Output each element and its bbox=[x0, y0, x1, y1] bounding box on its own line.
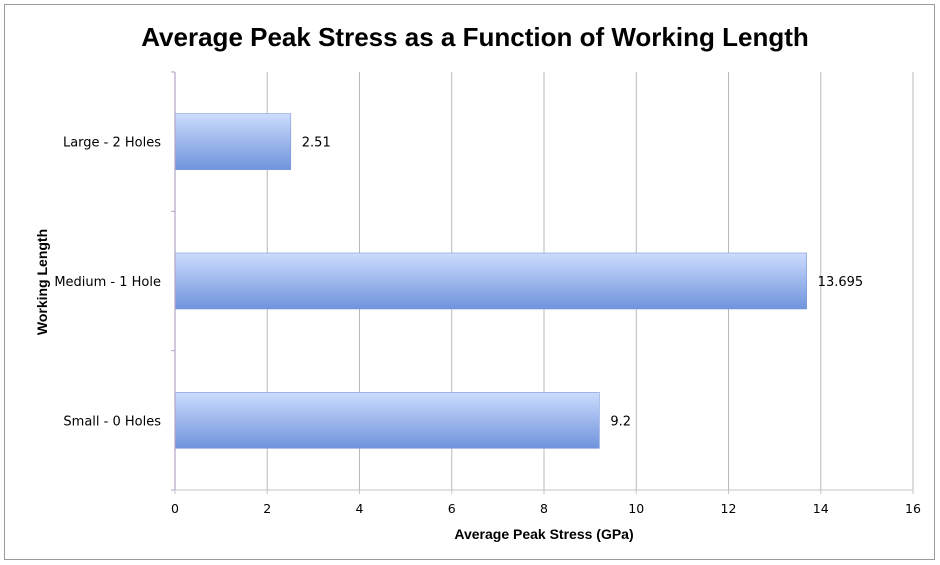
y-axis-title: Working Length bbox=[34, 229, 50, 335]
axes bbox=[171, 71, 914, 494]
bars bbox=[174, 113, 807, 449]
x-tick-label: 4 bbox=[356, 501, 364, 516]
data-label: 13.695 bbox=[818, 275, 864, 290]
x-tick-label: 10 bbox=[628, 501, 644, 516]
x-tick-label: 14 bbox=[813, 501, 829, 516]
y-category-label: Small - 0 Holes bbox=[63, 414, 161, 429]
chart-title: Average Peak Stress as a Function of Wor… bbox=[141, 22, 809, 52]
bar bbox=[174, 392, 600, 449]
x-tick-label: 2 bbox=[263, 501, 271, 516]
x-tick-label: 0 bbox=[171, 501, 179, 516]
x-axis-title: Average Peak Stress (GPa) bbox=[454, 526, 633, 542]
y-category-label: Large - 2 Holes bbox=[63, 136, 161, 151]
x-tick-label: 6 bbox=[448, 501, 456, 516]
y-category-label: Medium - 1 Hole bbox=[54, 275, 161, 290]
x-tick-label: 12 bbox=[721, 501, 737, 516]
x-tick-label: 8 bbox=[540, 501, 548, 516]
bar bbox=[174, 113, 292, 170]
x-tick-label: 16 bbox=[905, 501, 921, 516]
bar bbox=[174, 252, 807, 310]
data-label: 2.51 bbox=[302, 136, 331, 151]
labels: 0 2 4 6 8 10 12 14 16 Large - 2 Holes 2.51 Medium -… bbox=[54, 136, 921, 516]
data-label: 9.2 bbox=[610, 414, 631, 429]
